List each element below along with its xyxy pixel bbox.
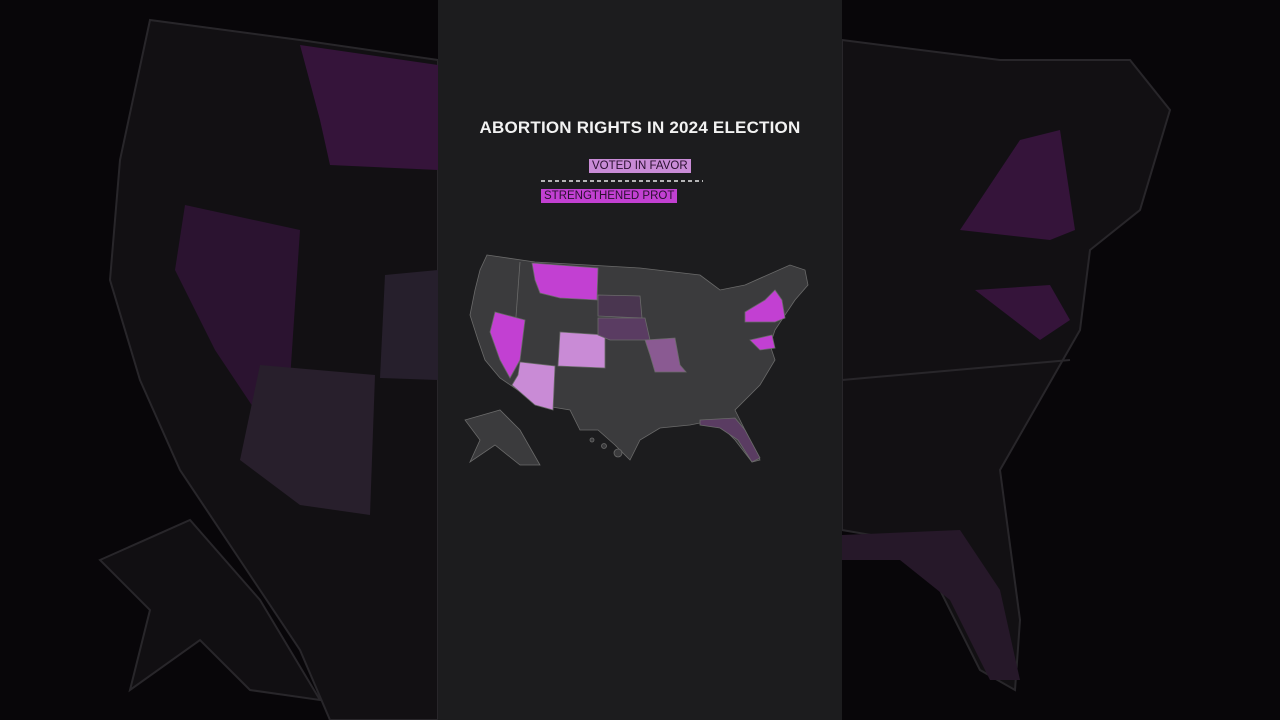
us-map — [464, 254, 809, 466]
background-map — [841, 38, 1172, 692]
legend-label: VOTED IN FAVOR — [589, 159, 691, 173]
legend-label: STRENGTHENED PROT — [541, 189, 678, 203]
background-map — [98, 18, 439, 720]
title: ABORTION RIGHTS IN 2024 ELECTION — [479, 118, 801, 137]
